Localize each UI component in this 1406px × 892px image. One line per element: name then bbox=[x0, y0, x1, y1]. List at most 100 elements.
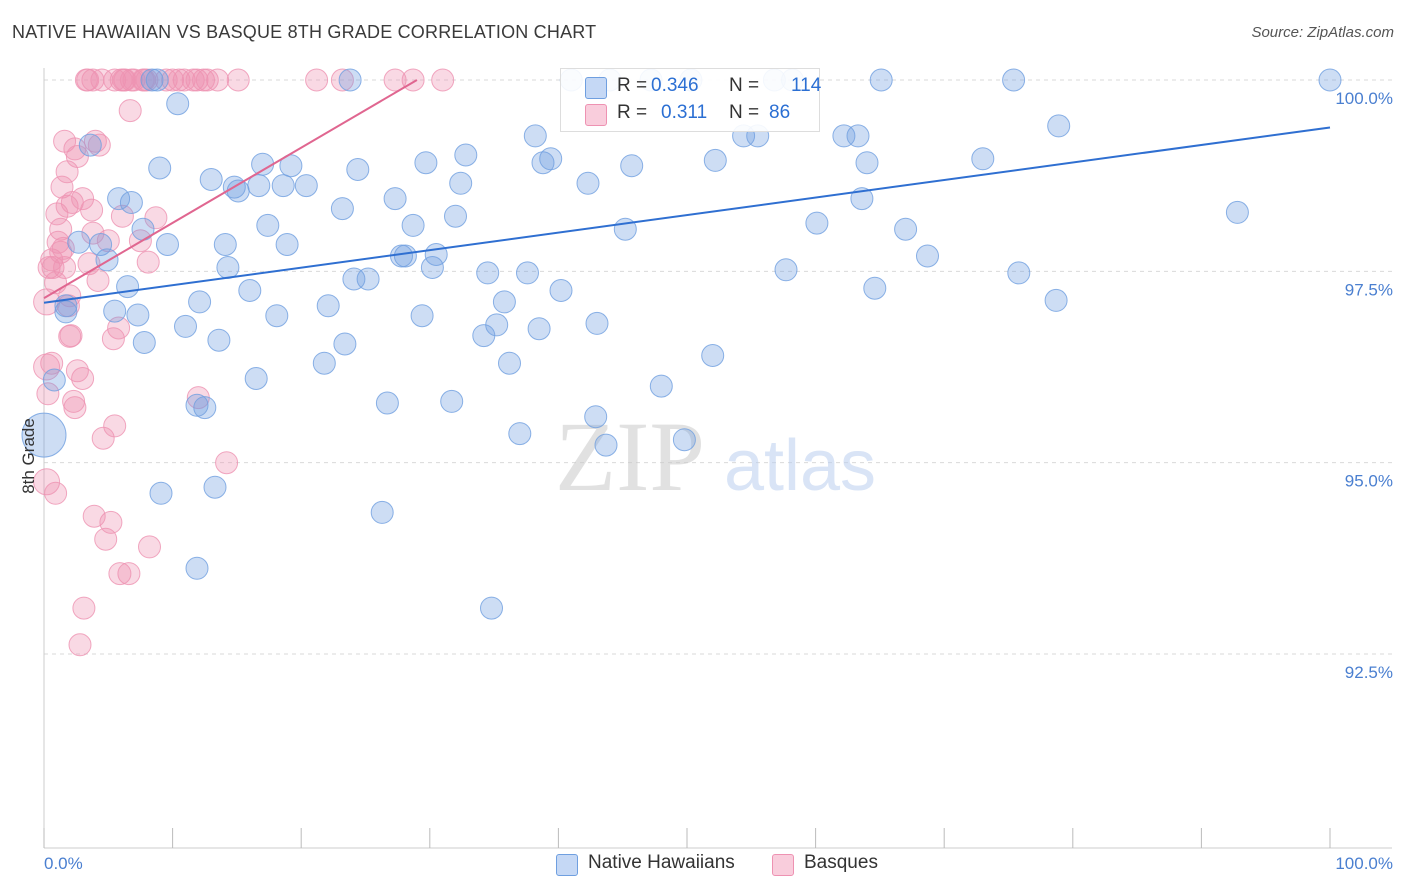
y-axis-title: 8th Grade bbox=[19, 418, 38, 494]
watermark: ZIP atlas bbox=[555, 401, 876, 512]
data-point bbox=[63, 396, 87, 420]
data-point bbox=[110, 204, 134, 228]
r-label: R = bbox=[617, 102, 648, 123]
data-point bbox=[36, 382, 60, 406]
data-point bbox=[1007, 261, 1031, 285]
data-point bbox=[81, 221, 105, 245]
legend-swatch-pink bbox=[585, 104, 607, 126]
y-tick-label: 92.5% bbox=[1345, 663, 1393, 682]
data-point bbox=[508, 422, 532, 446]
data-point bbox=[275, 233, 299, 256]
data-point bbox=[95, 248, 119, 272]
data-point bbox=[431, 68, 455, 92]
data-point bbox=[148, 156, 172, 180]
data-point bbox=[67, 230, 91, 254]
data-point bbox=[89, 233, 113, 256]
data-point bbox=[539, 147, 563, 171]
data-point bbox=[330, 197, 354, 221]
data-point bbox=[294, 174, 318, 198]
data-point bbox=[21, 412, 67, 458]
data-point bbox=[549, 279, 573, 302]
data-point bbox=[485, 313, 509, 337]
data-point bbox=[1047, 114, 1071, 138]
data-point bbox=[1044, 288, 1068, 312]
data-point bbox=[174, 314, 197, 338]
data-point bbox=[154, 68, 178, 92]
data-point bbox=[1002, 68, 1026, 92]
n-value: 114 bbox=[791, 75, 822, 96]
data-point bbox=[40, 351, 64, 375]
data-point bbox=[86, 269, 110, 292]
data-point bbox=[832, 124, 856, 148]
legend-label: Native Hawaiians bbox=[588, 852, 735, 873]
data-point bbox=[166, 92, 190, 116]
data-point bbox=[869, 68, 893, 92]
data-point bbox=[199, 168, 223, 191]
data-point bbox=[333, 332, 357, 356]
legend-swatch-blue bbox=[585, 77, 607, 99]
data-point bbox=[649, 374, 673, 398]
legend-label: Basques bbox=[804, 852, 878, 873]
axes bbox=[43, 68, 1392, 849]
data-point bbox=[424, 243, 448, 266]
data-point bbox=[71, 187, 95, 211]
data-point bbox=[420, 256, 444, 279]
data-point bbox=[251, 152, 275, 176]
watermark-atlas: atlas bbox=[724, 426, 876, 506]
r-value: 0.346 bbox=[651, 75, 699, 96]
data-point bbox=[531, 151, 555, 175]
r-value: 0.311 bbox=[661, 102, 708, 123]
data-point bbox=[1318, 68, 1342, 92]
data-point bbox=[338, 68, 362, 92]
data-point bbox=[672, 428, 696, 452]
data-point bbox=[480, 596, 503, 620]
legend-swatch-blue bbox=[556, 854, 578, 876]
data-point bbox=[414, 151, 438, 175]
data-point bbox=[172, 68, 196, 92]
data-point bbox=[54, 300, 78, 324]
stats-legend: R = 0.346 N = 114 R = 0.311 N = 86 bbox=[560, 68, 822, 132]
data-point bbox=[131, 217, 155, 241]
data-point bbox=[444, 204, 467, 228]
data-point bbox=[58, 324, 82, 348]
data-point bbox=[449, 171, 473, 195]
data-point bbox=[119, 191, 143, 214]
n-value: 86 bbox=[769, 102, 791, 123]
data-point bbox=[33, 353, 61, 381]
data-point bbox=[135, 68, 159, 92]
data-point bbox=[140, 68, 164, 92]
data-point bbox=[305, 68, 329, 92]
data-point bbox=[195, 68, 219, 92]
trend-lines bbox=[43, 79, 1331, 304]
y-tick-label: 95.0% bbox=[1345, 472, 1393, 491]
data-point bbox=[271, 174, 295, 198]
data-point bbox=[226, 179, 250, 203]
data-point bbox=[49, 240, 73, 264]
data-point bbox=[41, 256, 65, 279]
data-point bbox=[87, 133, 111, 157]
data-point bbox=[916, 244, 939, 268]
data-point bbox=[40, 248, 64, 272]
data-point bbox=[126, 303, 150, 327]
legend-swatch-pink bbox=[772, 854, 794, 876]
n-label: N = bbox=[729, 102, 760, 123]
data-point bbox=[101, 327, 125, 351]
data-point bbox=[185, 393, 209, 417]
data-point bbox=[108, 562, 132, 586]
data-point bbox=[80, 198, 104, 222]
data-point bbox=[76, 68, 100, 92]
data-point bbox=[103, 414, 127, 438]
data-point bbox=[256, 213, 280, 237]
data-point bbox=[346, 158, 370, 181]
r-label: R = bbox=[617, 75, 648, 96]
data-point bbox=[103, 299, 127, 323]
data-point bbox=[145, 68, 169, 92]
data-point bbox=[99, 510, 123, 534]
watermark-zip: ZIP bbox=[555, 401, 705, 512]
data-point bbox=[238, 279, 262, 302]
x-tick-label-max: 100.0% bbox=[1335, 854, 1393, 873]
data-point bbox=[375, 391, 399, 415]
data-point bbox=[107, 316, 131, 340]
data-point bbox=[118, 99, 142, 123]
data-point bbox=[122, 68, 146, 92]
